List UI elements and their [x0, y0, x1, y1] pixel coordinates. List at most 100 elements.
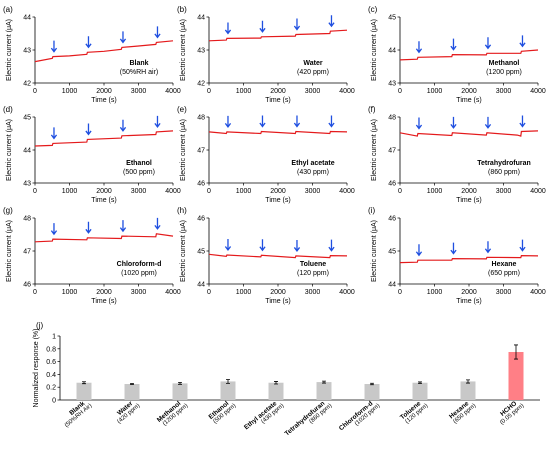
x-tick-label: 4000	[530, 188, 546, 195]
y-tick-label: 44	[197, 282, 205, 289]
x-tick-label: 4000	[339, 88, 355, 95]
x-tick-label: 2000	[96, 188, 112, 195]
y-tick-label: 44	[23, 15, 31, 22]
panel-i: 44 45 46 0 1000 2000 3000 4000 Time (s) Electric …	[368, 206, 546, 305]
panel-label: (i)	[368, 206, 375, 215]
gas-concentration-label: (420 ppm)	[297, 69, 329, 76]
injection-arrow-icon	[259, 20, 266, 33]
injection-arrow-icon	[484, 37, 492, 50]
x-tick-label: 2000	[461, 88, 477, 95]
x-tick-label: 2000	[96, 289, 112, 296]
y-tick-label: 47	[388, 148, 396, 155]
bar	[508, 352, 524, 400]
x-tick-label: 0	[207, 88, 211, 95]
error-bar	[82, 381, 86, 385]
injection-arrow-icon	[259, 239, 266, 252]
injection-arrow-icon	[50, 40, 58, 53]
y-tick-label: 0	[52, 398, 56, 405]
x-tick-label: 1000	[236, 188, 252, 195]
gas-label: Tetrahydrofuran	[477, 160, 531, 167]
y-tick-label: 48	[197, 115, 205, 122]
x-tick-label: 4000	[165, 188, 181, 195]
x-axis-label: Time (s)	[265, 298, 290, 305]
injection-arrow-icon	[85, 221, 92, 234]
x-tick-label: 0	[398, 188, 402, 195]
bar	[364, 384, 380, 400]
bar	[172, 383, 188, 400]
x-tick-label: 1000	[427, 289, 443, 296]
panel-h: 44 45 46 0 1000 2000 3000 4000 Time (s) Electric …	[177, 206, 355, 305]
y-tick-label: 0.2	[46, 385, 56, 392]
y-tick-label: 43	[197, 48, 205, 55]
error-bar	[130, 383, 134, 385]
panel-a: 42 43 44 0 1000 2000 3000 4000 Time (s) Electric …	[3, 5, 181, 104]
panel-label: (c)	[368, 5, 378, 14]
gas-label: Ethyl acetate	[291, 160, 334, 167]
gas-label: Hexane	[492, 261, 517, 268]
current-trace	[34, 233, 174, 243]
x-tick-label: 4000	[165, 289, 181, 296]
gas-label: Ethanol	[126, 160, 152, 167]
x-tick-label: 2000	[270, 289, 286, 296]
panel-label: (f)	[368, 105, 376, 114]
gas-label: Blank	[129, 60, 148, 67]
gas-concentration-label: (860 ppm)	[488, 169, 520, 176]
gas-label: Methanol	[489, 60, 520, 67]
y-tick-label: 46	[23, 282, 31, 289]
y-tick-label: 1	[52, 334, 56, 341]
injection-arrow-icon	[293, 18, 301, 31]
x-tick-label: 4000	[530, 88, 546, 95]
x-tick-label: 0	[33, 188, 37, 195]
current-trace	[399, 254, 539, 264]
injection-arrow-icon	[415, 117, 423, 130]
y-tick-label: 46	[197, 181, 205, 188]
gas-label: Toluene	[300, 261, 326, 268]
bar	[460, 381, 476, 400]
injection-arrow-icon	[519, 115, 526, 128]
x-tick-label: 4000	[530, 289, 546, 296]
y-axis-label: Normalized response (%)	[33, 329, 40, 408]
y-tick-label: 48	[388, 115, 396, 122]
x-tick-label: 1000	[62, 188, 78, 195]
y-axis-label: Electric current (μA)	[371, 220, 378, 282]
y-tick-label: 47	[197, 148, 205, 155]
y-axis-label: Electric current (μA)	[180, 19, 187, 81]
x-tick-label: 3000	[131, 289, 147, 296]
x-axis-label: Time (s)	[91, 97, 116, 104]
injection-arrow-icon	[293, 239, 301, 253]
y-tick-label: 44	[388, 48, 396, 55]
y-tick-label: 43	[23, 181, 31, 188]
panel-label: (h)	[177, 206, 187, 215]
x-tick-label: 1000	[236, 88, 252, 95]
injection-arrow-icon	[450, 116, 457, 129]
y-axis-label: Electric current (μA)	[371, 119, 378, 181]
current-trace	[208, 130, 348, 135]
y-tick-label: 42	[23, 81, 31, 88]
y-tick-label: 48	[23, 216, 31, 223]
x-tick-label: 1000	[62, 289, 78, 296]
gas-concentration-label: (1200 ppm)	[486, 69, 522, 76]
current-trace	[399, 49, 539, 61]
x-tick-label: 4000	[339, 188, 355, 195]
injection-arrow-icon	[224, 115, 232, 128]
current-trace	[208, 29, 348, 42]
y-axis-label: Electric current (μA)	[180, 220, 187, 282]
injection-arrow-icon	[328, 239, 335, 252]
x-tick-label: 1000	[427, 88, 443, 95]
gas-concentration-label: (430 ppm)	[297, 169, 329, 176]
error-bar	[178, 382, 182, 385]
y-axis-label: Electric current (μA)	[371, 19, 378, 81]
x-tick-label: 2000	[270, 88, 286, 95]
injection-arrow-icon	[484, 241, 492, 254]
injection-arrow-icon	[293, 115, 301, 128]
y-tick-label: 43	[23, 48, 31, 55]
category-label: Tetrahydrofuran	[284, 400, 327, 437]
injection-arrow-icon	[450, 38, 457, 51]
bar	[76, 382, 92, 400]
gas-label: Chloroform-d	[117, 261, 162, 268]
error-bar	[466, 379, 470, 384]
injection-arrow-icon	[154, 115, 161, 128]
error-bar	[370, 382, 374, 386]
x-tick-label: 3000	[305, 289, 321, 296]
